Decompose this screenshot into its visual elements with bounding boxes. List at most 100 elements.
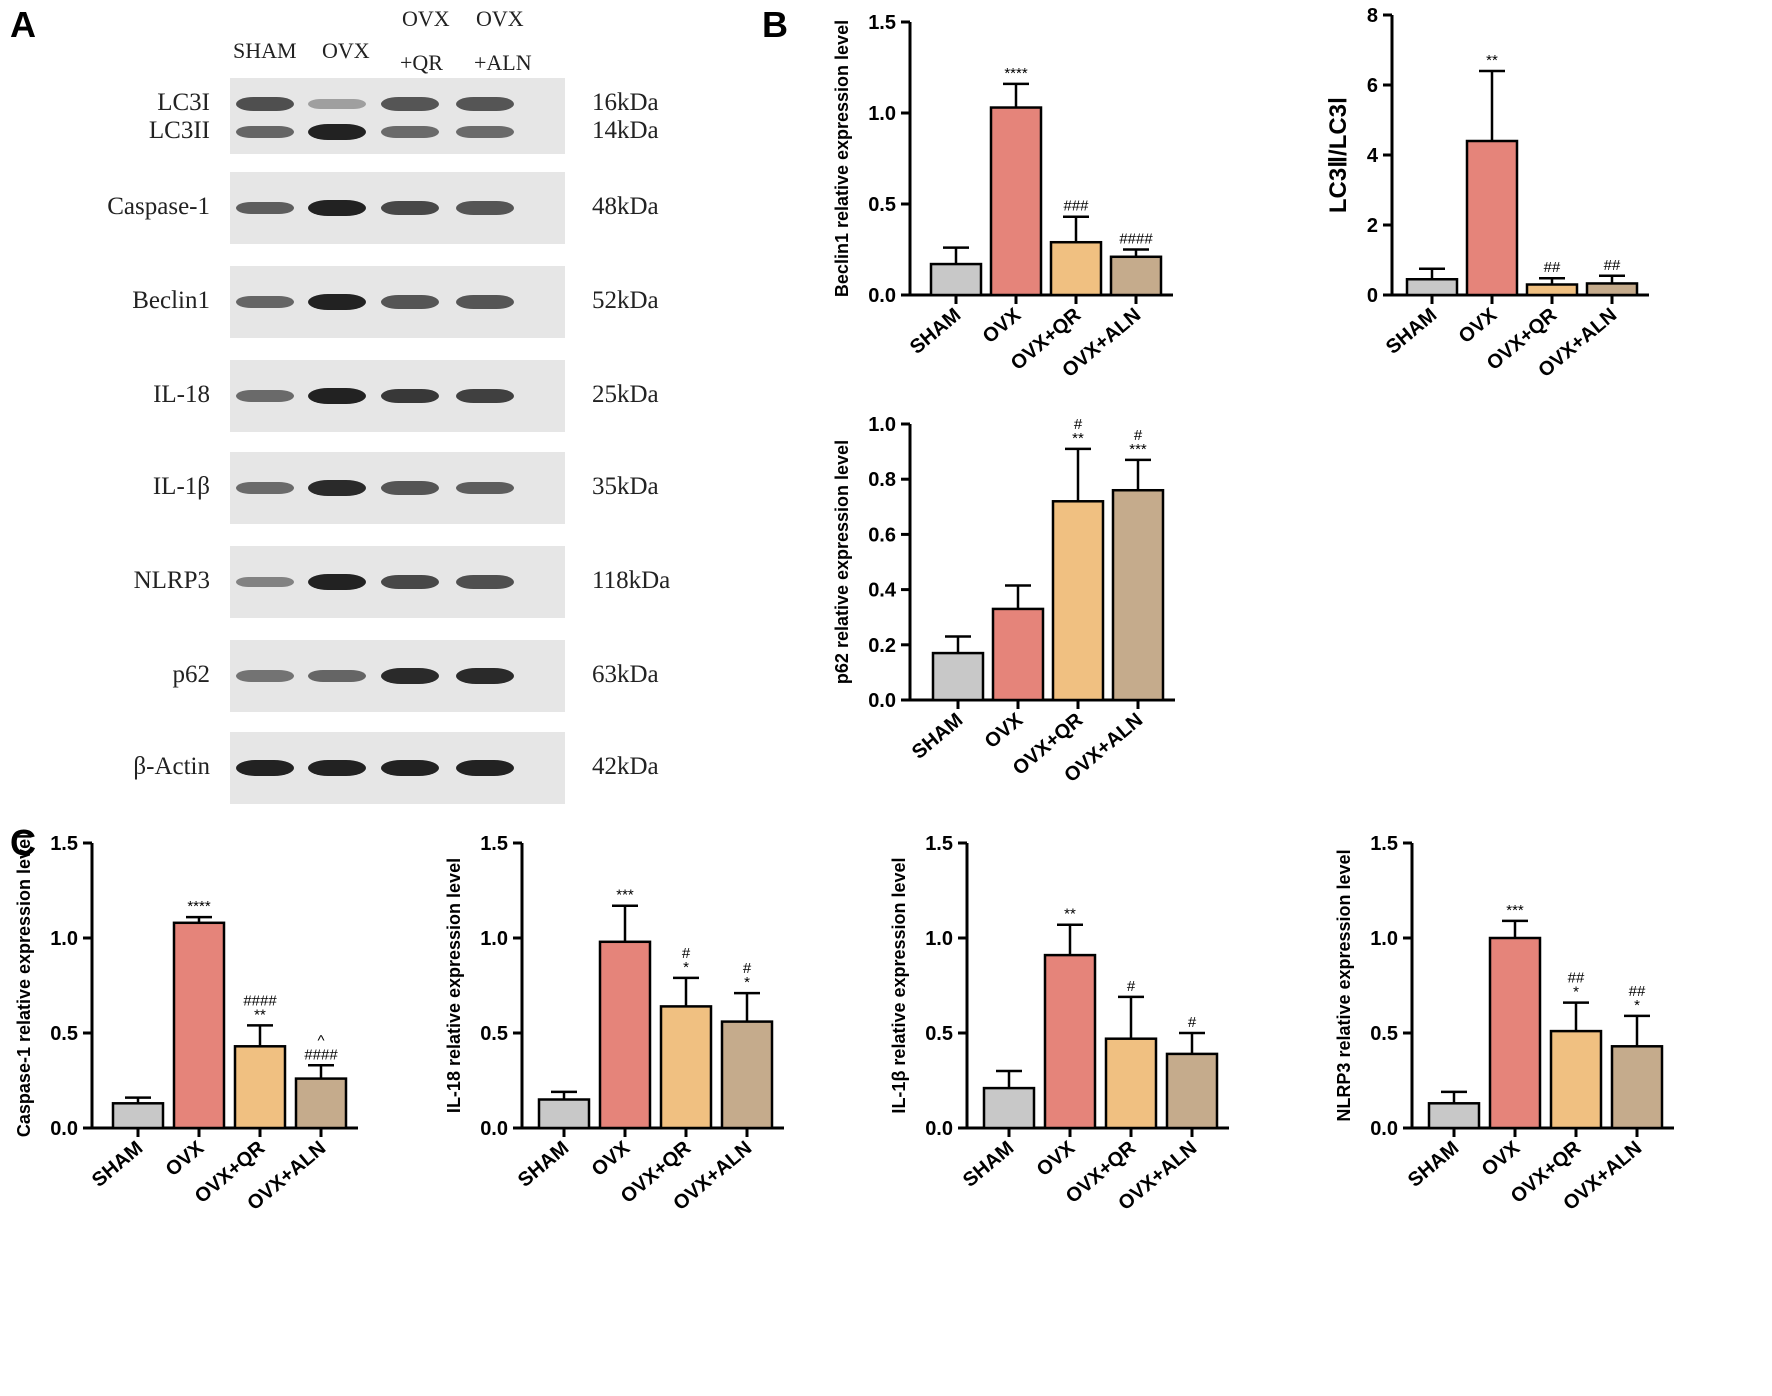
protein-band [236, 760, 294, 776]
protein-label: IL-18 [153, 381, 210, 408]
x-tick-label: SHAM [959, 1137, 1018, 1192]
kda-label: 25kDa [592, 381, 659, 408]
kda-label: 35kDa [592, 473, 659, 500]
protein-band [236, 295, 294, 309]
significance-label: ** [254, 1006, 266, 1023]
y-axis-label: NLRP3 relative expression level [1334, 849, 1354, 1121]
y-tick-label: 0.0 [480, 1118, 508, 1140]
bar [1049, 240, 1103, 297]
y-tick-label: 0.8 [868, 469, 896, 491]
significance-label: # [1074, 416, 1083, 433]
blot-strip [230, 732, 565, 804]
protein-band [236, 576, 294, 588]
significance-label: #### [304, 1046, 338, 1063]
bar [931, 651, 985, 702]
bar [294, 1077, 348, 1130]
kda-label: 14kDa [592, 117, 659, 144]
significance-label: #### [1119, 231, 1153, 248]
bar [1111, 488, 1165, 702]
significance-label: ## [1544, 259, 1561, 276]
protein-label: IL-1β [152, 473, 210, 500]
western-blot-panel: SHAM OVX OVX +QR OVX +ALN LC3I 16kDa LC3II 14kDa C… [0, 0, 720, 830]
x-tick-label: SHAM [88, 1137, 147, 1192]
blot-strip [230, 452, 565, 524]
significance-label: *** [1506, 902, 1524, 919]
significance-label: **** [187, 898, 211, 915]
caspase1-chart: 0.0 0.5 1.0 1.5 Caspase-1 relative expressio… [14, 833, 358, 1215]
p62-chart: 0.0 0.2 0.4 0.6 0.8 1.0 p62 relative expressio… [832, 414, 1175, 787]
x-tick-label: OVX [162, 1137, 209, 1181]
blot-strip [230, 266, 565, 338]
protein-band [381, 295, 439, 309]
protein-band [456, 295, 514, 309]
x-tick-label: SHAM [908, 709, 967, 764]
significance-label: *** [1129, 441, 1147, 458]
bar [1104, 1037, 1158, 1130]
protein-band [381, 481, 439, 495]
significance-label: ## [1629, 983, 1646, 1000]
bar [1525, 283, 1579, 297]
bar [1488, 936, 1542, 1130]
protein-band [456, 97, 514, 111]
y-axis-label: IL-1β relative expression level [889, 857, 909, 1113]
bar [982, 1086, 1036, 1130]
lane-label: SHAM [233, 38, 297, 63]
protein-band [236, 390, 294, 402]
protein-band [456, 575, 514, 589]
significance-label: *** [616, 887, 634, 904]
significance-label: ## [1604, 257, 1621, 274]
x-tick-label: SHAM [1382, 304, 1441, 359]
protein-band [308, 480, 366, 496]
significance-label: ** [1064, 906, 1076, 923]
protein-band [236, 670, 294, 682]
y-tick-label: 1.5 [868, 12, 896, 34]
y-tick-label: 0.5 [868, 194, 896, 216]
protein-band [236, 482, 294, 494]
significance-label: * [683, 959, 689, 976]
y-tick-label: 1.0 [1370, 928, 1398, 950]
bar [537, 1098, 591, 1130]
protein-band [236, 201, 294, 215]
bar [991, 607, 1045, 702]
significance-label: # [1134, 427, 1143, 444]
x-tick-label: OVX [1455, 304, 1502, 348]
lane-label: OVX [476, 6, 524, 31]
protein-band [381, 388, 439, 404]
x-tick-label: SHAM [906, 304, 965, 359]
significance-label: * [744, 974, 750, 991]
y-axis-label: LC3Ⅱ/LC3Ⅰ [1325, 97, 1352, 213]
panel-letter-c: C [10, 822, 36, 863]
y-tick-label: 0.0 [868, 285, 896, 307]
protein-band [456, 126, 514, 138]
bar [1051, 500, 1105, 702]
bar [1610, 1045, 1664, 1130]
significance-label: * [1573, 984, 1579, 1001]
protein-label: Beclin1 [132, 287, 210, 314]
protein-label: p62 [172, 661, 211, 688]
protein-band [308, 669, 366, 683]
protein-band [308, 99, 366, 109]
y-axis-label: Caspase-1 relative expression level [14, 834, 34, 1137]
x-tick-label: OVX [1478, 1137, 1525, 1181]
significance-label: ## [1568, 970, 1585, 987]
y-axis-label: Beclin1 relative expression level [832, 20, 852, 297]
beclin1-chart: 0.0 0.5 1.0 1.5 Beclin1 relative expression … [832, 12, 1173, 382]
panel-letter-a: A [10, 4, 36, 45]
bar [929, 262, 983, 297]
protein-band [308, 294, 366, 310]
protein-band [308, 388, 366, 404]
bar [659, 1005, 713, 1130]
significance-label: ### [1063, 198, 1089, 215]
bar [1405, 278, 1459, 297]
y-tick-label: 1.5 [925, 833, 953, 855]
bar [1465, 139, 1519, 297]
y-tick-label: 1.0 [868, 414, 896, 436]
x-tick-label: OVX [979, 304, 1026, 348]
x-tick-label: OVX [588, 1137, 635, 1181]
protein-band [308, 574, 366, 590]
protein-label: Caspase-1 [107, 193, 210, 220]
kda-label: 52kDa [592, 287, 659, 314]
y-tick-label: 1.0 [480, 928, 508, 950]
protein-band [308, 124, 366, 140]
